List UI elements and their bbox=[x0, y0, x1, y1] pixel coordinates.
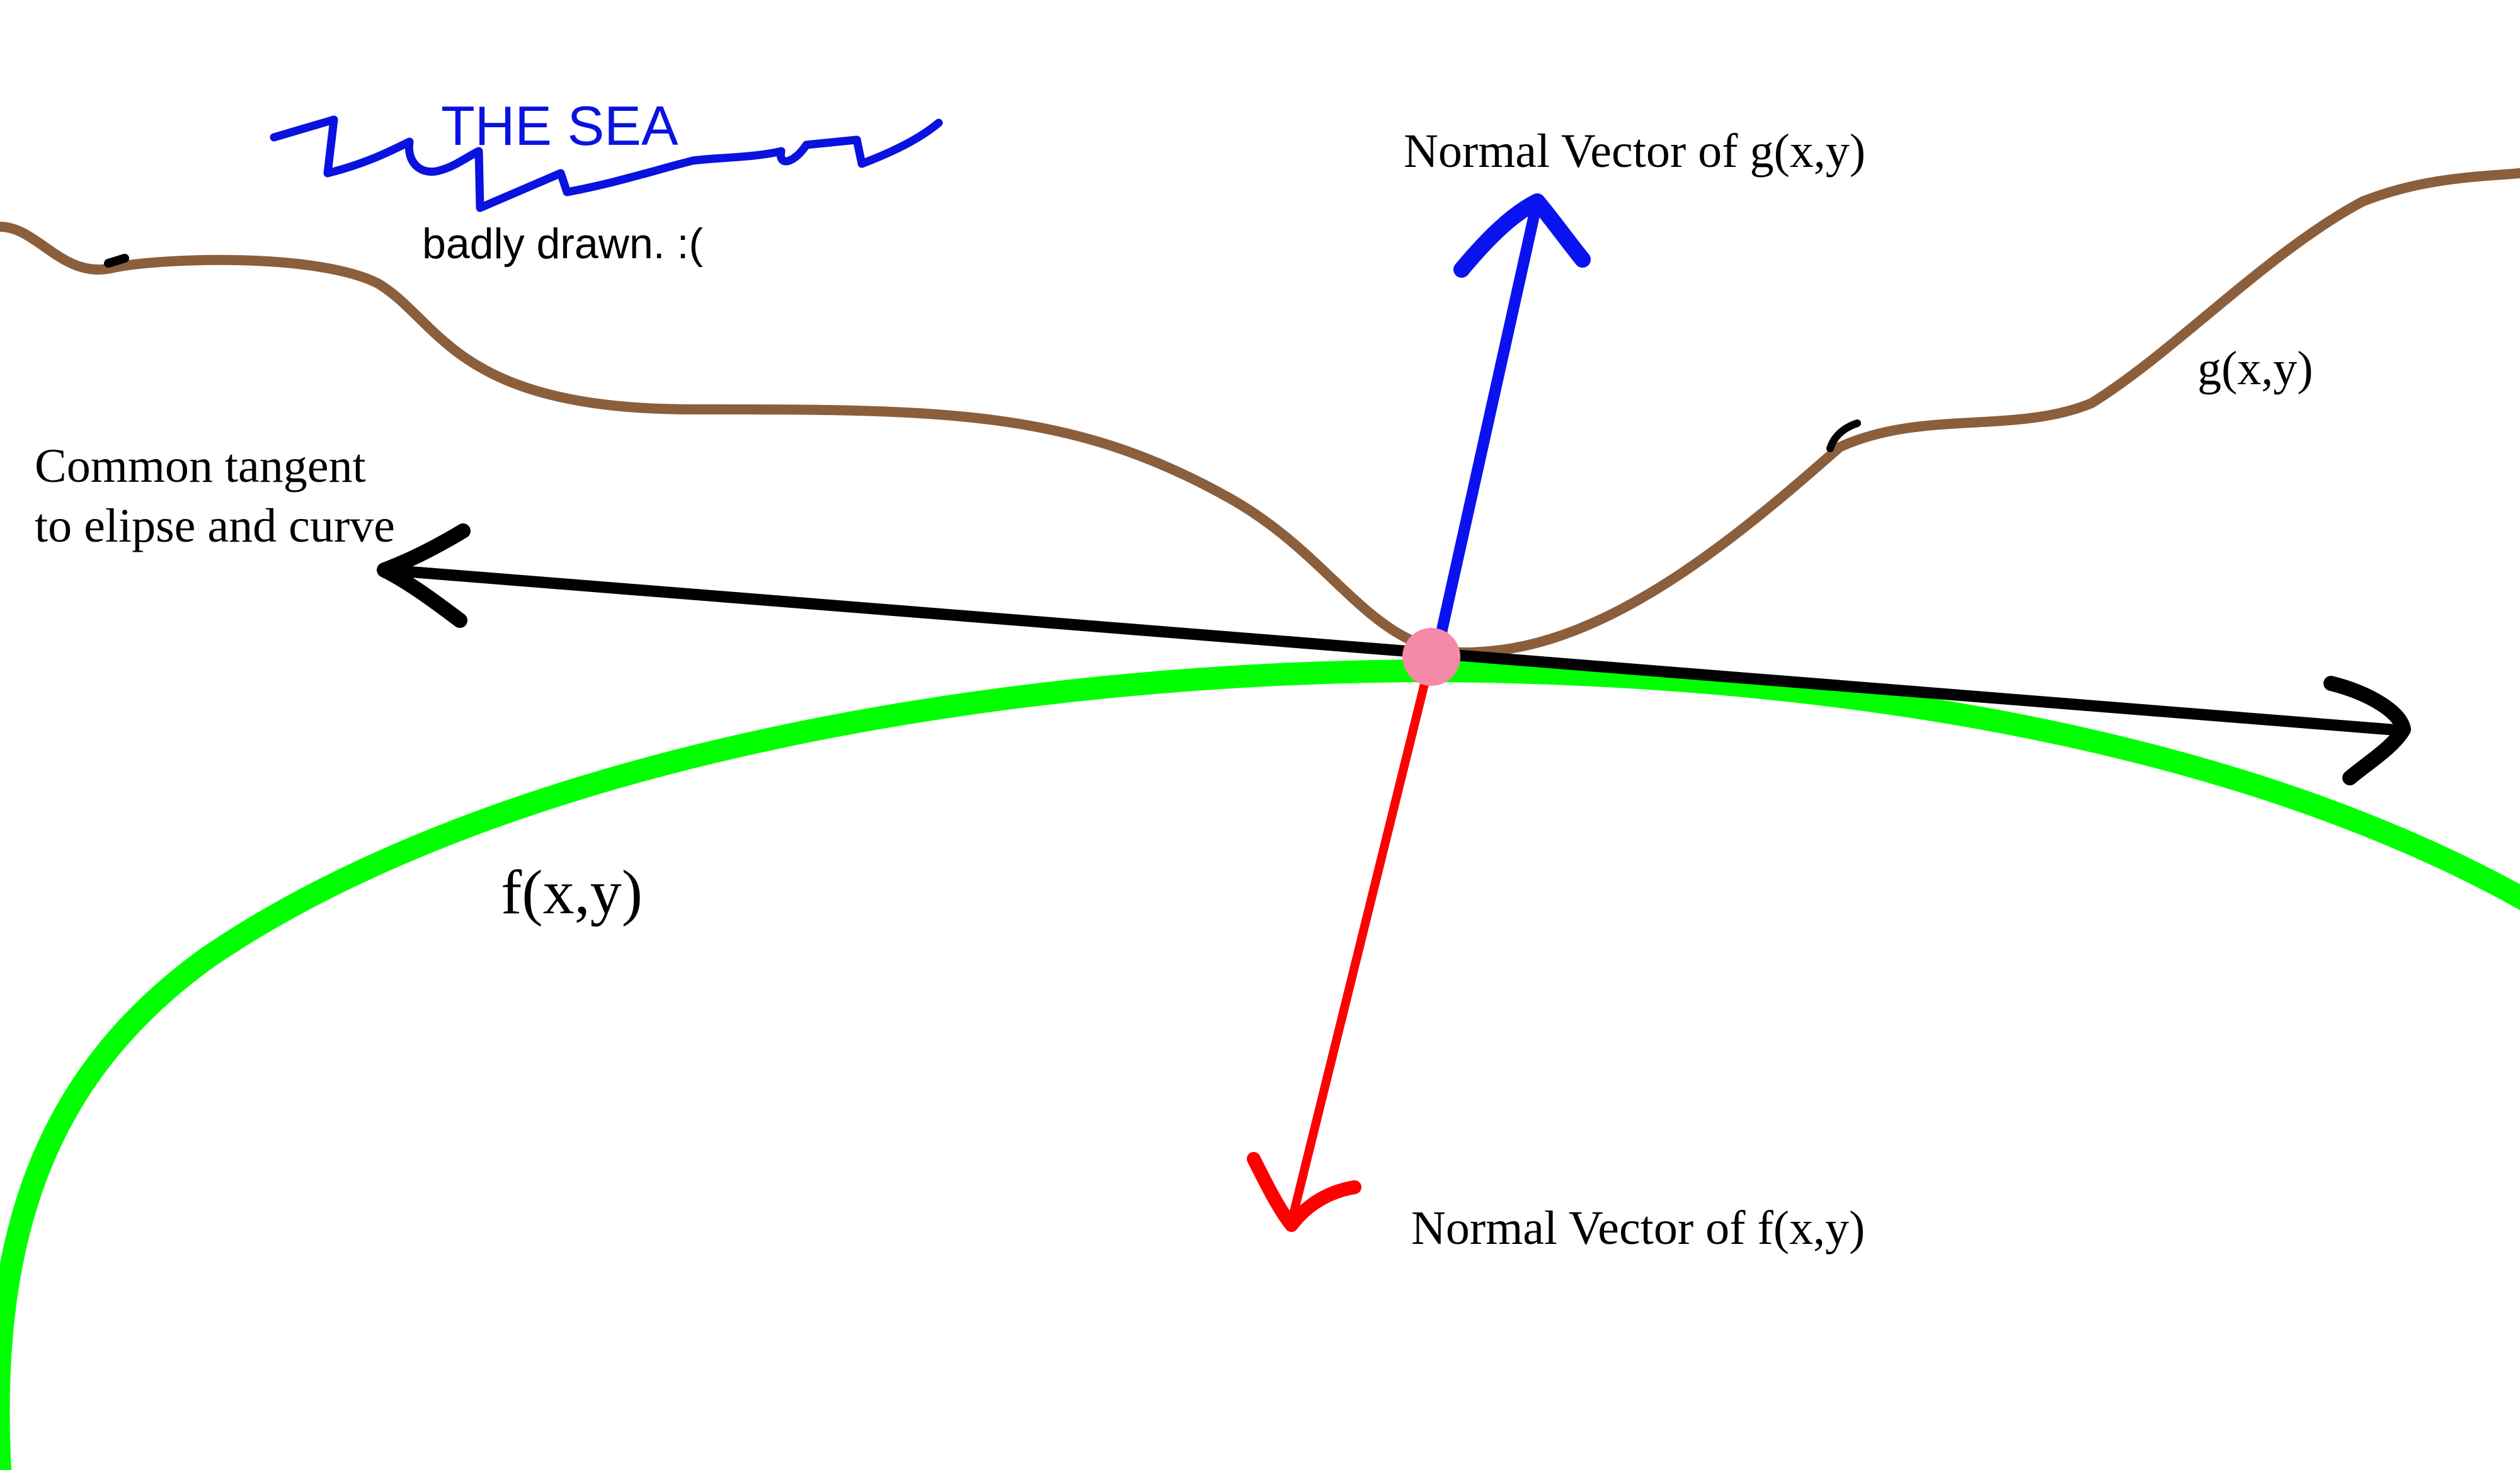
curve-g bbox=[0, 168, 2520, 658]
normal-vector-f-label: Normal Vector of f(x,y) bbox=[1411, 1202, 1865, 1255]
sea-wave-drawing bbox=[270, 115, 943, 212]
sea-title: THE SEA bbox=[441, 94, 679, 157]
normal-vector-g-shaft bbox=[1431, 196, 1543, 661]
tangent-arrowhead-left bbox=[377, 523, 471, 628]
normal-vector-g-arrowhead bbox=[1453, 193, 1591, 278]
contact-point bbox=[1402, 628, 1460, 686]
common-tangent-line bbox=[382, 564, 2409, 736]
normal-vector-f-shaft bbox=[1287, 657, 1435, 1226]
normal-vector-g-label: Normal Vector of g(x,y) bbox=[1404, 125, 1865, 178]
curve-g-label: g(x,y) bbox=[2197, 342, 2313, 395]
curve-g-mark-right bbox=[1826, 419, 1861, 452]
normal-vector-f-arrowhead bbox=[1247, 1152, 1361, 1232]
tangent-label-line1: Common tangent bbox=[35, 440, 366, 493]
tangent-arrowhead-right bbox=[2323, 676, 2411, 785]
tangent-label-line2: to elipse and curve bbox=[35, 499, 395, 552]
ellipse-f-label: f(x,y) bbox=[501, 857, 643, 927]
curve-g-mark-left bbox=[104, 254, 129, 268]
ellipse-f-curve bbox=[0, 659, 2520, 1470]
sea-caption: badly drawn. :( bbox=[422, 220, 703, 268]
